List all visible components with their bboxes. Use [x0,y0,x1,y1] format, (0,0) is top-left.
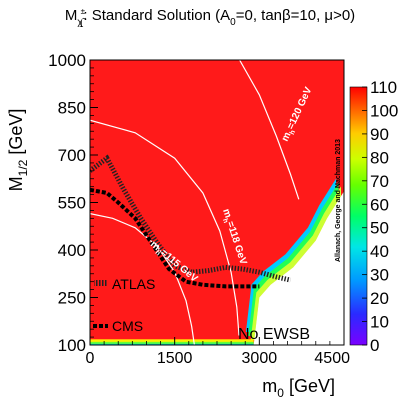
no-ewsb-label: No EWSB [238,326,310,343]
x-tick-label-3: 4500 [314,350,350,367]
y-tick-label-5: 850 [58,99,86,118]
legend-swatch-atlas [94,280,108,286]
chart-title: Mχ̃± 1: Standard Solution (A0=0, tanβ=10,… [65,7,355,29]
atlas-limit-line [90,154,291,283]
colorbar-tick-label-1: 10 [370,313,389,332]
cms-limit-line [90,187,260,289]
colorbar-tick-label-3: 30 [370,266,389,285]
x-tick-label-0: 0 [86,350,95,367]
colorbar-tick-label-2: 20 [370,289,389,308]
y-tick-label-2: 400 [58,241,86,260]
x-tick-label-2: 3000 [242,350,278,367]
y-tick-label-0: 100 [58,336,86,355]
colorbar-tick-label-8: 80 [370,148,389,167]
colorbar [349,86,368,346]
colorbar-tick-label-7: 70 [370,172,389,191]
colorbar-tick-label-4: 40 [370,242,389,261]
credit-text: Allanach, George and Nachman 2013 [335,139,342,262]
colorbar-tick-label-10: 100 [370,101,398,120]
no-ewsb-region [253,191,344,345]
legend: ATLAS CMS [93,276,155,334]
x-tick-label-1: 1500 [157,350,193,367]
plot-region [90,60,344,345]
y-tick-label-6: 1000 [48,51,86,70]
colorbar-tick-label-9: 90 [370,125,389,144]
legend-label-cms: CMS [112,318,143,334]
bottom-band-1 [90,341,254,345]
y-tick-label-1: 250 [58,289,86,308]
colorbar-tick-label-0: 0 [370,336,379,355]
y-tick-label-3: 550 [58,194,86,213]
x-axis-title: m0 [GeV] [262,376,335,400]
higgs-contour-1 [90,119,240,336]
higgs-contour-0 [90,213,195,345]
bottom-band-2 [90,343,254,345]
colorbar-tick-label-5: 50 [370,219,389,238]
colorbar-tick-label-11: 110 [370,78,397,97]
legend-label-atlas: ATLAS [112,276,155,292]
y-axis-title: M1/2 [GeV] [6,109,30,192]
colorbar-tick-label-6: 60 [370,195,389,214]
y-tick-label-4: 700 [58,146,86,165]
higgs-contour-2 [239,60,300,200]
